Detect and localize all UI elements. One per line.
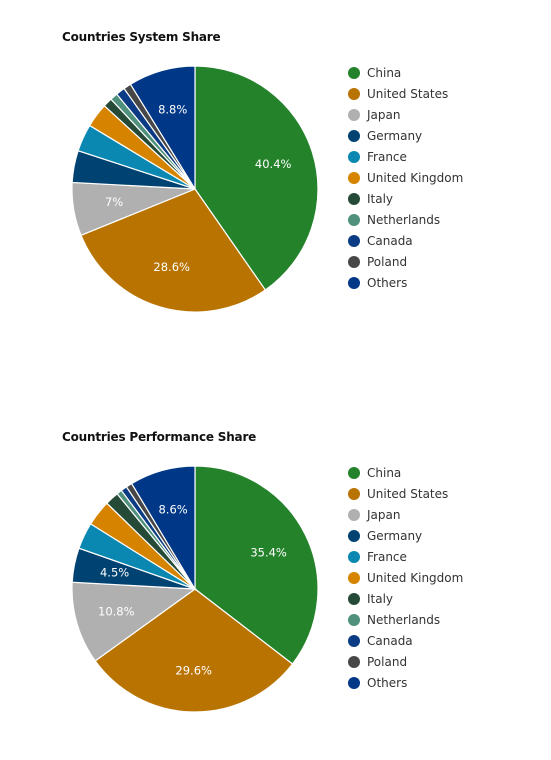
pie-slice-japan[interactable]	[71, 581, 197, 662]
legend-item-china[interactable]: China	[348, 462, 463, 483]
legend-label: Poland	[367, 654, 408, 669]
pie-chart: 35.4% 29.6% 10.8% 4.5% 8.6%	[71, 465, 319, 713]
legend-label: France	[367, 149, 407, 164]
legend-label: Others	[367, 675, 408, 690]
legend-swatch	[348, 108, 360, 121]
legend-item-poland[interactable]: Poland	[348, 251, 463, 272]
performance-share-chart: Countries Performance Share 35.4% 29.6% 10…	[0, 400, 551, 760]
legend-item-united-kingdom[interactable]: United Kingdom	[348, 567, 463, 588]
pie-slice-united-states[interactable]	[80, 188, 267, 313]
pie-chart: 40.4% 28.6% 7% 8.8%	[71, 65, 319, 313]
pie-slice-others[interactable]	[129, 65, 196, 192]
legend-swatch	[348, 171, 360, 184]
pie-slice-united-states[interactable]	[94, 588, 294, 713]
legend-item-united-states[interactable]: United States	[348, 483, 463, 504]
legend-item-japan[interactable]: Japan	[348, 504, 463, 525]
legend-item-others[interactable]: Others	[348, 272, 463, 293]
legend-swatch	[348, 529, 360, 542]
legend-item-france[interactable]: France	[348, 546, 463, 567]
legend-swatch	[348, 87, 360, 100]
legend-item-canada[interactable]: Canada	[348, 230, 463, 251]
legend-swatch	[348, 192, 360, 205]
data-label-united-states: 28.6%	[153, 260, 190, 274]
legend-item-japan[interactable]: Japan	[348, 104, 463, 125]
chart-title: Countries Performance Share	[62, 430, 257, 444]
legend-swatch	[348, 234, 360, 247]
legend-item-others[interactable]: Others	[348, 672, 463, 693]
legend-label: Canada	[367, 633, 413, 648]
legend-label: France	[367, 549, 407, 564]
legend-label: China	[367, 465, 402, 480]
legend-item-italy[interactable]: Italy	[348, 588, 463, 609]
data-label-germany: 4.5%	[100, 566, 129, 580]
legend-swatch	[348, 571, 360, 584]
legend-swatch	[348, 508, 360, 521]
legend-item-germany[interactable]: Germany	[348, 525, 463, 546]
pie-slice-china[interactable]	[194, 65, 319, 291]
legend-label: Poland	[367, 254, 408, 269]
legend-item-poland[interactable]: Poland	[348, 651, 463, 672]
pie-slice-others[interactable]	[130, 465, 196, 592]
legend: China United States Japan Germany France Unit…	[348, 62, 463, 293]
legend-swatch	[348, 634, 360, 647]
legend-swatch	[348, 150, 360, 163]
legend-swatch	[348, 213, 360, 226]
legend-swatch	[348, 276, 360, 289]
legend-item-italy[interactable]: Italy	[348, 188, 463, 209]
legend-swatch	[348, 592, 360, 605]
data-label-united-states: 29.6%	[175, 664, 212, 678]
chart-title: Countries System Share	[62, 30, 221, 44]
legend-label: Germany	[367, 528, 423, 543]
legend-label: Canada	[367, 233, 413, 248]
legend-swatch	[348, 676, 360, 689]
legend-label: Japan	[367, 507, 401, 522]
legend-label: Netherlands	[367, 612, 441, 627]
data-label-others: 8.6%	[158, 503, 187, 517]
legend-label: United States	[367, 486, 449, 501]
legend-item-netherlands[interactable]: Netherlands	[348, 209, 463, 230]
legend-item-china[interactable]: China	[348, 62, 463, 83]
legend-swatch	[348, 655, 360, 668]
system-share-chart: Countries System Share 40.4% 28.6% 7% 8.8% …	[0, 0, 551, 360]
legend-label: United Kingdom	[367, 170, 464, 185]
legend-label: Germany	[367, 128, 423, 143]
data-label-china: 35.4%	[250, 545, 287, 559]
legend-label: United States	[367, 86, 449, 101]
data-label-china: 40.4%	[255, 157, 292, 171]
legend-item-united-kingdom[interactable]: United Kingdom	[348, 167, 463, 188]
pie-slice-china[interactable]	[194, 465, 319, 665]
legend: China United States Japan Germany France Unit…	[348, 462, 463, 693]
legend-label: Japan	[367, 107, 401, 122]
legend-label: Italy	[367, 191, 394, 206]
legend-label: United Kingdom	[367, 570, 464, 585]
legend-swatch	[348, 129, 360, 142]
legend-label: Netherlands	[367, 212, 441, 227]
legend-item-germany[interactable]: Germany	[348, 125, 463, 146]
legend-swatch	[348, 550, 360, 563]
legend-swatch	[348, 487, 360, 500]
data-label-japan: 10.8%	[98, 605, 135, 619]
legend-item-france[interactable]: France	[348, 146, 463, 167]
legend-swatch	[348, 66, 360, 79]
legend-item-netherlands[interactable]: Netherlands	[348, 609, 463, 630]
legend-label: Others	[367, 275, 408, 290]
data-label-others: 8.8%	[158, 103, 187, 117]
legend-item-united-states[interactable]: United States	[348, 83, 463, 104]
legend-swatch	[348, 613, 360, 626]
legend-item-canada[interactable]: Canada	[348, 630, 463, 651]
legend-swatch	[348, 466, 360, 479]
data-label-japan: 7%	[105, 195, 123, 209]
legend-label: Italy	[367, 591, 394, 606]
legend-label: China	[367, 65, 402, 80]
legend-swatch	[348, 255, 360, 268]
